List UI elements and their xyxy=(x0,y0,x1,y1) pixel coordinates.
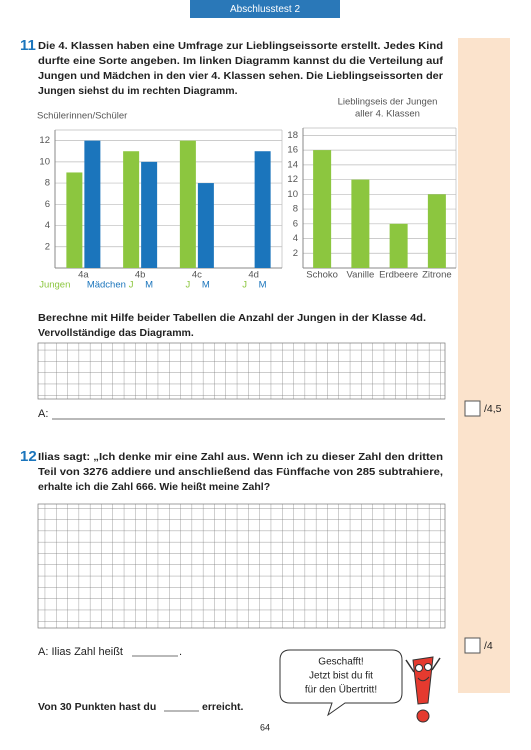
bubble-text: für den Übertritt! xyxy=(305,684,377,696)
y-tick-label: 2 xyxy=(293,248,298,259)
sub-label: M xyxy=(259,280,267,291)
score-box xyxy=(464,637,481,654)
instruction: Berechne mit Hilfe beider Tabellen die A… xyxy=(38,312,426,324)
answer-end: . xyxy=(179,646,182,658)
bar xyxy=(313,150,332,268)
bubble-text: Jetzt bist du fit xyxy=(309,671,373,682)
x-tick-label: 4c xyxy=(192,270,202,281)
x-tick-label: Zitrone xyxy=(422,270,452,281)
y-axis-label: Schülerinnen/Schüler xyxy=(37,111,127,122)
y-tick-label: 18 xyxy=(287,130,298,141)
score: /4,5 xyxy=(484,403,502,415)
answer-label: A: xyxy=(38,408,48,420)
y-tick-label: 10 xyxy=(39,156,50,167)
page-number: 64 xyxy=(260,722,270,732)
task-text: Ilias sagt: „Ich denke mir eine Zahl aus… xyxy=(38,451,443,493)
grid-paper xyxy=(37,342,446,400)
bubble-text: Geschafft! xyxy=(318,657,363,668)
footer-text: Von 30 Punkten hast du xyxy=(38,701,156,713)
task-line: Teil von 3276 addiere und anschließend d… xyxy=(38,466,443,478)
task-line: erhalte ich die Zahl 666. Wie heißt mein… xyxy=(38,481,270,493)
y-tick-label: 8 xyxy=(293,204,298,215)
bar xyxy=(66,172,83,268)
task-line: Ilias sagt: „Ich denke mir eine Zahl aus… xyxy=(38,451,443,463)
footer-text: erreicht. xyxy=(202,701,244,713)
bar xyxy=(389,223,408,268)
y-tick-label: 8 xyxy=(45,178,50,189)
bar xyxy=(197,183,214,268)
bar xyxy=(427,194,446,268)
task-line: Jungen und Mädchen in den vier 4. Klasse… xyxy=(38,70,443,82)
task-number: 12 xyxy=(20,448,37,465)
sub-label: M xyxy=(202,280,210,291)
sub-label: J xyxy=(186,280,191,291)
score: /4 xyxy=(484,640,493,652)
y-tick-label: 2 xyxy=(45,241,50,252)
sub-label: J xyxy=(242,280,247,291)
y-tick-label: 10 xyxy=(287,189,298,200)
x-tick-label: Vanille xyxy=(346,270,374,281)
y-tick-label: 4 xyxy=(293,233,298,244)
y-tick-label: 6 xyxy=(293,218,298,229)
y-tick-label: 6 xyxy=(45,199,50,210)
y-tick-label: 16 xyxy=(287,145,298,156)
bar xyxy=(123,151,140,268)
task-line: durfte eine Sorte angeben. Im linken Dia… xyxy=(38,55,444,67)
y-tick-label: 4 xyxy=(45,220,50,231)
header: Abschlusstest 2 xyxy=(230,4,300,15)
sub-label: J xyxy=(129,280,134,291)
sub-label: M xyxy=(145,280,153,291)
task-line: Die 4. Klassen haben eine Umfrage zur Li… xyxy=(38,40,443,52)
x-tick-label: 4a xyxy=(78,270,89,281)
bar xyxy=(254,151,271,268)
y-tick-label: 12 xyxy=(39,135,50,146)
score-box xyxy=(464,400,481,417)
bar xyxy=(84,140,101,268)
task-line: Jungen siehst du im rechten Diagramm. xyxy=(38,85,238,97)
header-bar xyxy=(190,0,340,18)
chart-title: Lieblingseis der Jungen xyxy=(338,97,438,108)
x-tick-label: Schoko xyxy=(306,270,338,281)
y-tick-label: 12 xyxy=(287,174,298,185)
legend-label: Mädchen xyxy=(87,280,126,291)
x-tick-label: 4b xyxy=(135,270,146,281)
bar xyxy=(179,140,196,268)
x-tick-label: Erdbeere xyxy=(379,270,418,281)
grid-paper xyxy=(37,503,446,629)
instruction: Vervollständige das Diagramm. xyxy=(38,327,194,339)
bar xyxy=(141,161,158,268)
answer-label: A: Ilias Zahl heißt xyxy=(38,646,123,658)
chart-title: aller 4. Klassen xyxy=(355,109,420,120)
task-text: Die 4. Klassen haben eine Umfrage zur Li… xyxy=(38,40,444,97)
y-tick-label: 14 xyxy=(287,159,298,170)
speech-bubble xyxy=(279,649,403,717)
charts: 2 4 6 8 10 12 Schülerinnen/Schüler 4a Jungen Mädc… xyxy=(37,97,457,291)
task-number: 11 xyxy=(20,37,36,54)
bar xyxy=(351,179,370,268)
x-tick-label: 4d xyxy=(248,270,259,281)
legend-label: Jungen xyxy=(39,280,70,291)
score-strip xyxy=(458,38,510,693)
mascot xyxy=(405,656,441,723)
